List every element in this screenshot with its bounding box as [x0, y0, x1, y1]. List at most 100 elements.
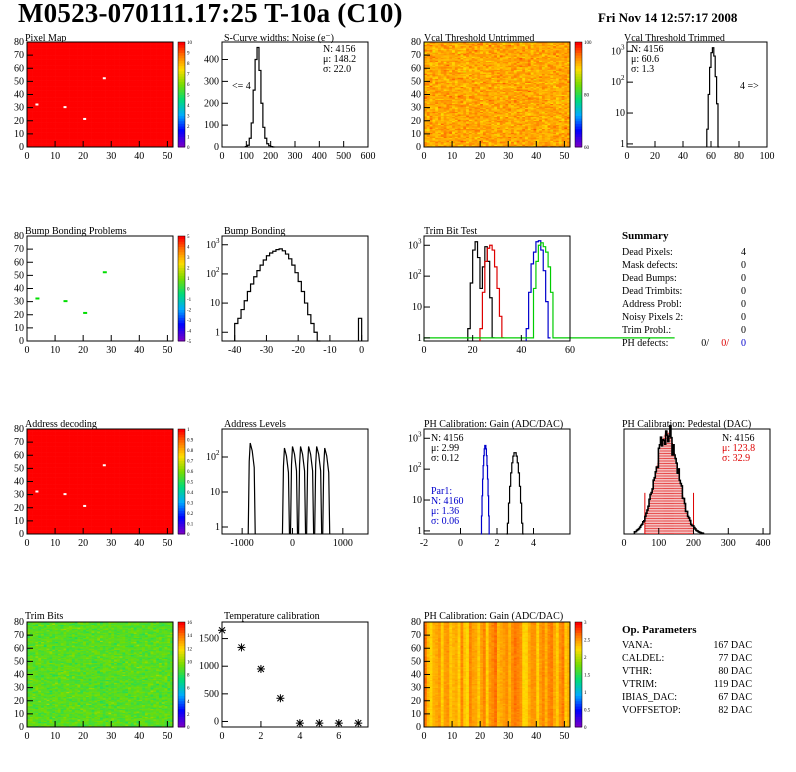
- heatmap-cell: [71, 129, 76, 132]
- date-stamp: Fri Nov 14 12:57:17 2008: [598, 10, 737, 26]
- heatmap-cell: [144, 74, 149, 77]
- heatmap-cell: [57, 98, 61, 101]
- heatmap-cell: [108, 108, 112, 111]
- heatmap-cell: [77, 145, 81, 148]
- heatmap-cell: [147, 112, 151, 115]
- heatmap-cell: [27, 135, 31, 137]
- heatmap-cell: [83, 53, 87, 56]
- heatmap-cell: [52, 94, 56, 97]
- heatmap-cell: [66, 48, 70, 51]
- heatmap-cell: [29, 66, 33, 69]
- heatmap-cell: [97, 132, 101, 135]
- heatmap-cell: [41, 43, 45, 45]
- heatmap-cell: [80, 64, 84, 66]
- heatmap-cell: [43, 115, 47, 118]
- heatmap-cell: [41, 53, 45, 56]
- heatmap-cell: [108, 126, 112, 128]
- heatmap-cell: [105, 127, 109, 129]
- heatmap-cell: [100, 105, 104, 107]
- heatmap-cell: [55, 137, 59, 140]
- heatmap-cell: [74, 126, 78, 128]
- heatmap-cell: [128, 74, 132, 77]
- heatmap-cell: [105, 93, 109, 95]
- heatmap-cell: [57, 135, 61, 137]
- heatmap-cell: [136, 101, 140, 103]
- heatmap-cell: [108, 76, 112, 78]
- heatmap-cell: [130, 84, 134, 86]
- x-tick-label: 20: [78, 151, 88, 162]
- heatmap-cell: [29, 47, 33, 49]
- heatmap-cell: [69, 101, 73, 103]
- heatmap-cell: [136, 52, 140, 55]
- heatmap-cell: [27, 56, 31, 59]
- heatmap-cell: [52, 80, 56, 82]
- heatmap-cell: [71, 128, 76, 131]
- heatmap-cell: [63, 44, 67, 47]
- heatmap-cell: [49, 102, 53, 104]
- heatmap-cell: [49, 42, 53, 44]
- heatmap-cell: [83, 120, 87, 123]
- heatmap-cell: [114, 94, 118, 97]
- heatmap-cell: [46, 44, 50, 47]
- heatmap-cell: [125, 119, 129, 122]
- heatmap-cell: [32, 93, 36, 95]
- heatmap-cell: [108, 101, 112, 103]
- heatmap-cell: [114, 144, 118, 146]
- heatmap-cell: [60, 112, 64, 115]
- heatmap-cell: [52, 132, 56, 135]
- heatmap-cell: [111, 112, 115, 115]
- heatmap-cell: [136, 122, 140, 124]
- heatmap-cell: [97, 91, 101, 94]
- heatmap-cell: [52, 139, 56, 141]
- heatmap-cell: [85, 52, 90, 55]
- heatmap-cell: [133, 49, 137, 52]
- heatmap-cell: [111, 82, 115, 85]
- heatmap-cell: [52, 119, 56, 122]
- heatmap-cell: [63, 43, 67, 45]
- heatmap-cell: [119, 127, 123, 129]
- heatmap-cell: [55, 72, 59, 74]
- heatmap-cell: [119, 143, 123, 145]
- heatmap-cell: [83, 116, 87, 119]
- heatmap-cell: [41, 99, 45, 102]
- heatmap-cell: [60, 95, 64, 98]
- heatmap-cell: [29, 56, 33, 59]
- heatmap-cell: [144, 87, 149, 90]
- heatmap-cell: [94, 140, 98, 143]
- heatmap-cell: [139, 81, 143, 83]
- heatmap-cell: [83, 45, 87, 48]
- heatmap-cell: [69, 141, 73, 144]
- heatmap-cell: [105, 98, 109, 101]
- heatmap-cell: [139, 55, 143, 57]
- heatmap-cell: [41, 47, 45, 49]
- heatmap-cell: [27, 118, 31, 120]
- heatmap-cell: [130, 123, 134, 125]
- heatmap-cell: [111, 52, 115, 55]
- heatmap-cell: [105, 114, 109, 116]
- heatmap-cell: [32, 98, 36, 101]
- heatmap-cell: [100, 141, 104, 144]
- heatmap-cell: [60, 124, 64, 127]
- heatmap-cell: [116, 57, 120, 60]
- heatmap-cell: [147, 139, 151, 141]
- heatmap-cell: [46, 136, 50, 139]
- heatmap-cell: [133, 112, 137, 115]
- heatmap-cell: [83, 48, 87, 51]
- heatmap-cell: [130, 85, 134, 87]
- heatmap-cell: [139, 85, 143, 87]
- heatmap-cell: [57, 129, 61, 132]
- heatmap-cell: [85, 85, 90, 87]
- heatmap-cell: [66, 70, 70, 73]
- heatmap-cell: [142, 95, 146, 98]
- heatmap-cell: [52, 85, 56, 87]
- heatmap-cell: [80, 112, 84, 115]
- heatmap-cell: [38, 49, 42, 52]
- heatmap-cell: [66, 68, 70, 70]
- heatmap-cell: [133, 102, 137, 104]
- heatmap-cell: [130, 64, 134, 66]
- heatmap-cell: [55, 97, 59, 99]
- x-tick-label: 0: [25, 151, 30, 162]
- heatmap-cell: [83, 94, 87, 97]
- heatmap-cell: [88, 126, 92, 128]
- heatmap-cell: [91, 57, 95, 60]
